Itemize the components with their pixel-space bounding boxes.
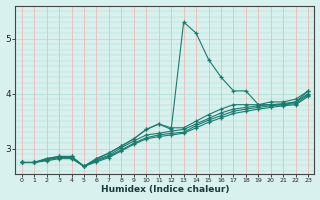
X-axis label: Humidex (Indice chaleur): Humidex (Indice chaleur) (101, 185, 229, 194)
